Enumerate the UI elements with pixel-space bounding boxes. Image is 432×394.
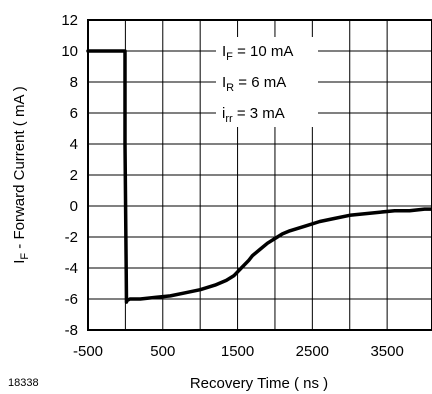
annotation-suffix: = 6 mA — [234, 74, 286, 91]
y-tick-label: -6 — [65, 291, 78, 308]
y-tick-label: 2 — [70, 167, 78, 184]
annotation-suffix: = 3 mA — [233, 105, 285, 122]
y-tick-label: 12 — [61, 12, 78, 29]
y-axis-title-suffix: - Forward Current ( mA ) — [11, 86, 28, 253]
annotation-background — [216, 37, 318, 127]
series-line — [86, 49, 432, 304]
annotation-prefix: I — [222, 74, 226, 91]
y-tick-label: -2 — [65, 229, 78, 246]
y-tick-label: -8 — [65, 322, 78, 339]
y-tick-label: 6 — [70, 105, 78, 122]
annotation-prefix: i — [222, 105, 225, 122]
y-tick-label: 4 — [70, 136, 78, 153]
y-axis-title: IF - Forward Current ( mA ) — [11, 86, 31, 264]
series-layer — [86, 49, 432, 304]
y-tick-label: 0 — [70, 198, 78, 215]
x-tick-label: 500 — [150, 343, 175, 360]
x-tick-label: 2500 — [296, 343, 329, 360]
annotation-label: irr = 3 mA — [222, 105, 285, 125]
figure-id: 18338 — [8, 377, 39, 389]
annotation-sub: R — [226, 82, 234, 94]
y-tick-labels: 12 10 8 6 4 2 0 -2 -4 -6 -8 — [61, 12, 78, 339]
plot-frame — [87, 19, 432, 331]
annotation-prefix: I — [222, 43, 226, 60]
x-tick-labels: -500 500 1500 2500 3500 — [73, 343, 404, 360]
annotation-sub: rr — [225, 113, 233, 125]
annotation-label: IR = 6 mA — [222, 74, 286, 94]
annotation-sub: F — [226, 51, 233, 63]
annotation-suffix: = 10 mA — [233, 43, 293, 60]
y-tick-label: -4 — [65, 260, 78, 277]
y-tick-label: 10 — [61, 43, 78, 60]
x-tick-label: -500 — [73, 343, 103, 360]
y-axis-title-sub: F — [19, 253, 31, 260]
y-tick-label: 8 — [70, 74, 78, 91]
annotation-label: IF = 10 mA — [222, 43, 293, 63]
x-tick-label: 3500 — [370, 343, 403, 360]
x-axis-title: Recovery Time ( ns ) — [190, 375, 328, 392]
x-tick-label: 1500 — [221, 343, 254, 360]
y-axis-title-prefix: I — [11, 260, 28, 264]
